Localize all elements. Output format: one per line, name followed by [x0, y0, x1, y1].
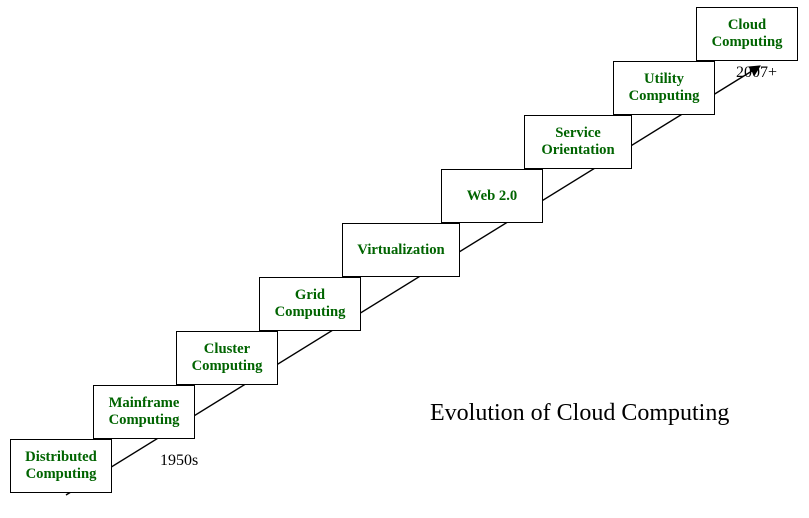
node-label: Cluster Computing: [192, 341, 263, 375]
node-label: Grid Computing: [275, 287, 346, 321]
node-label: Mainframe Computing: [109, 395, 180, 429]
node-mainframe: Mainframe Computing: [93, 385, 195, 439]
diagram-title: Evolution of Cloud Computing: [430, 400, 729, 427]
node-cluster: Cluster Computing: [176, 331, 278, 385]
node-label: Web 2.0: [467, 188, 518, 205]
start-year-label: 1950s: [160, 452, 198, 470]
node-virtualization: Virtualization: [342, 223, 460, 277]
node-distributed: Distributed Computing: [10, 439, 112, 493]
end-year-label: 2007+: [736, 64, 777, 82]
node-service: Service Orientation: [524, 115, 632, 169]
node-grid: Grid Computing: [259, 277, 361, 331]
node-label: Virtualization: [357, 242, 444, 259]
node-utility: Utility Computing: [613, 61, 715, 115]
diagram-stage: Distributed Computing Mainframe Computin…: [0, 0, 809, 518]
node-web20: Web 2.0: [441, 169, 543, 223]
node-label: Cloud Computing: [712, 17, 783, 51]
node-cloud: Cloud Computing: [696, 7, 798, 61]
node-label: Utility Computing: [629, 71, 700, 105]
node-label: Distributed Computing: [25, 449, 97, 483]
node-label: Service Orientation: [541, 125, 614, 159]
